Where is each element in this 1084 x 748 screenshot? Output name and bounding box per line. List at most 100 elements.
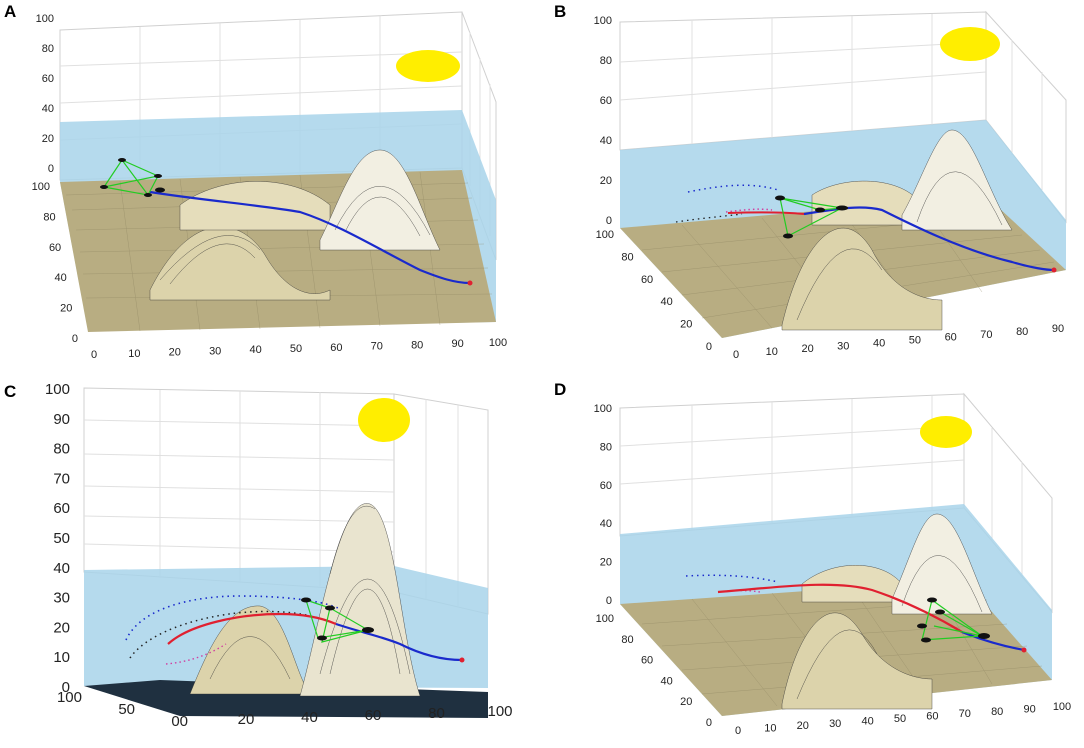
x-axis-tick-label: 100 [1053,701,1071,713]
x-axis-ticks: 0 10 20 30 40 50 60 70 80 90 100 [91,337,507,361]
z-axis-tick-label: 20 [42,133,54,145]
y-axis-tick-label: 100 [596,229,614,241]
target-marker-icon [1021,647,1027,653]
sun-icon [358,398,410,442]
x-axis-ticks: 0 10 20 30 40 50 60 70 80 90 [733,323,1064,361]
z-axis-tick-label: 90 [53,411,70,428]
z-axis-tick-label: 40 [53,560,70,577]
target-marker-icon [459,657,465,663]
x-axis-tick-label: 60 [330,342,342,354]
drone-icon [917,623,927,629]
x-axis-tick-label: 0 [91,349,97,361]
y-axis-tick-label: 20 [680,696,692,708]
y-axis-ticks: 100 80 60 40 20 0 [596,229,712,353]
z-axis-tick-label: 100 [36,13,54,25]
drone-group [917,597,990,643]
z-axis-tick-label: 10 [53,649,70,666]
x-axis-tick-label: 60 [926,711,938,723]
y-axis-tick-label: 40 [661,675,673,687]
trail-blue-dotted [687,184,779,193]
z-axis-tick-label: 80 [600,441,612,453]
y-axis-tick-label: 40 [661,296,673,308]
drone-icon [775,195,785,201]
panel-c-grid [83,387,489,615]
drone-icon [155,187,165,193]
drone-icon [836,205,848,211]
target-marker-icon [1051,267,1057,273]
drone-group [100,158,165,197]
x-axis-tick-label: 80 [428,705,445,722]
z-axis-tick-label: 80 [42,43,54,55]
drone-icon [154,174,162,178]
target-marker-icon [467,280,473,286]
x-axis-tick-label: 30 [209,345,221,357]
z-axis-tick-label: 0 [62,679,70,696]
y-axis-ticks: 100 80 60 40 20 0 [32,181,78,345]
z-axis-tick-label: 40 [600,518,612,530]
z-axis-tick-label: 100 [45,381,70,398]
sun-icon [920,416,972,448]
drone-icon [325,605,335,611]
x-axis-tick-label: 100 [487,703,512,720]
x-axis-ticks: 20 40 60 80 100 [238,703,513,728]
y-axis-tick-label: 60 [49,242,61,254]
x-axis-tick-label: 60 [365,707,382,724]
x-axis-tick-label: 0 [735,725,741,737]
z-axis-tick-label: 0 [606,215,612,227]
drone-icon [100,185,108,189]
panel-label-c: C [4,382,17,401]
panel-label-a: A [4,2,17,21]
drone-icon [935,609,945,615]
trail-black-dotted [675,213,743,223]
x-axis-tick-label: 20 [169,347,181,359]
y-axis-tick-label: 60 [641,274,653,286]
panel-d: D [542,374,1084,748]
y-axis-tick-label: 80 [621,634,633,646]
x-axis-tick-label: 30 [829,718,841,730]
z-axis-tick-label: 40 [42,103,54,115]
y-axis-tick-label: 40 [55,272,67,284]
y-axis-tick-label: 80 [43,211,55,223]
drone-icon [978,633,990,639]
sun-icon [940,27,1000,61]
drone-icon [144,193,152,197]
y-axis-tick-label: 0 [706,717,712,729]
hill-mesh [189,503,421,697]
x-axis-tick-label: 40 [301,709,318,726]
x-axis-tick-label: 0 [733,349,739,361]
z-axis-tick-label: 60 [600,480,612,492]
panel-c: C [0,374,542,748]
z-axis-tick-label: 100 [594,15,612,27]
x-axis-tick-label: 70 [959,708,971,720]
x-axis-tick-label: 100 [489,337,507,349]
z-axis-tick-label: 80 [53,441,70,458]
x-axis-tick-label: 20 [238,711,255,728]
y-axis-ticks: 100 50 00 [57,689,188,730]
hill-mesh [781,129,1013,331]
x-axis-tick-label: 20 [797,720,809,732]
trail-pink-dotted [725,208,773,213]
x-axis-tick-label: 10 [766,346,778,358]
x-axis-tick-label: 70 [371,341,383,353]
drone-group [301,597,374,641]
panel-b-grid [619,10,1067,224]
x-axis-tick-label: 50 [894,713,906,725]
y-axis-tick-label: 60 [641,655,653,667]
path-red [167,612,337,645]
z-axis-tick-label: 0 [48,163,54,175]
x-axis-tick-label: 80 [411,339,423,351]
x-axis-tick-label: 40 [873,337,885,349]
panel-a: A [0,0,542,374]
z-axis-tick-label: 60 [53,500,70,517]
x-axis-tick-label: 90 [1052,323,1064,335]
planned-path-blue [803,206,1055,272]
drone-icon [783,233,793,239]
y-axis-tick-label: 50 [118,701,135,718]
z-axis-ticks: 100 80 60 40 20 0 [594,15,612,227]
panel-label-d: D [554,380,567,399]
sun-icon [396,50,460,82]
z-axis-tick-label: 70 [53,470,70,487]
y-axis-tick-label: 80 [621,251,633,263]
z-axis-tick-label: 20 [53,619,70,636]
